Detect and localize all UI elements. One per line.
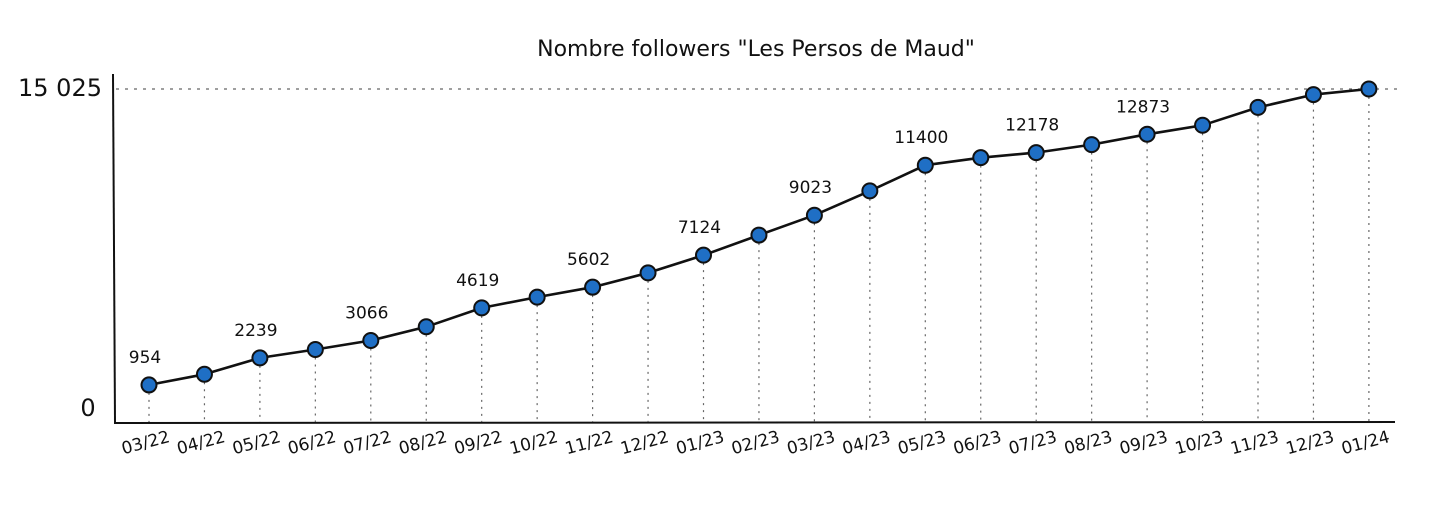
y-tick-max: 15 025 bbox=[18, 74, 102, 102]
data-label-09-23: 12873 bbox=[1116, 97, 1170, 117]
x-tick-11-23: 11/23 bbox=[1228, 427, 1281, 459]
data-point-08-23 bbox=[1083, 136, 1101, 154]
data-point-12-23 bbox=[1304, 86, 1322, 104]
data-point-02-23 bbox=[750, 226, 768, 244]
data-label-05-23: 11400 bbox=[894, 128, 948, 148]
x-tick-02-23: 02/23 bbox=[729, 427, 782, 459]
data-point-06-23 bbox=[972, 149, 990, 167]
data-label-03-22: 954 bbox=[129, 348, 161, 368]
data-point-12-22 bbox=[639, 264, 657, 282]
x-tick-12-23: 12/23 bbox=[1284, 427, 1337, 459]
data-point-10-22 bbox=[528, 288, 546, 306]
y-tick-min: 0 bbox=[80, 394, 95, 422]
data-point-05-23 bbox=[916, 156, 934, 174]
data-point-11-22 bbox=[584, 278, 602, 296]
x-axis bbox=[113, 421, 1396, 424]
data-point-03-22 bbox=[140, 376, 158, 394]
data-point-06-22 bbox=[306, 340, 324, 358]
x-tick-07-23: 07/23 bbox=[1007, 427, 1060, 459]
data-point-07-22 bbox=[362, 332, 380, 350]
data-label-05-22: 2239 bbox=[234, 321, 277, 341]
data-points bbox=[140, 80, 1378, 394]
data-label-03-23: 9023 bbox=[789, 178, 832, 198]
x-tick-09-23: 09/23 bbox=[1118, 427, 1171, 459]
x-tick-03-22: 03/22 bbox=[119, 427, 172, 459]
data-label-09-22: 4619 bbox=[456, 271, 499, 291]
x-tick-04-23: 04/23 bbox=[840, 427, 893, 459]
guide-lines bbox=[116, 88, 1398, 422]
x-tick-10-23: 10/23 bbox=[1173, 427, 1226, 459]
x-tick-06-23: 06/23 bbox=[951, 427, 1004, 459]
x-tick-07-22: 07/22 bbox=[341, 427, 394, 459]
chart-title: Nombre followers "Les Persos de Maud" bbox=[537, 37, 975, 62]
x-tick-10-22: 10/22 bbox=[508, 427, 561, 459]
x-tick-12-22: 12/22 bbox=[619, 427, 672, 459]
data-point-01-24 bbox=[1360, 80, 1378, 98]
data-label-07-23: 12178 bbox=[1005, 116, 1059, 136]
data-point-09-22 bbox=[473, 299, 491, 317]
data-point-04-23 bbox=[861, 182, 879, 200]
data-point-08-22 bbox=[417, 318, 435, 336]
x-tick-05-22: 05/22 bbox=[230, 427, 283, 459]
x-tick-09-22: 09/22 bbox=[452, 427, 505, 459]
data-point-10-23 bbox=[1194, 116, 1212, 134]
x-tick-03-23: 03/23 bbox=[785, 427, 838, 459]
x-tick-08-23: 08/23 bbox=[1062, 427, 1115, 459]
x-tick-labels: 03/22 04/22 05/22 06/22 07/22 08/22 09/22 10/22… bbox=[119, 427, 1391, 459]
data-labels: 954 2239 3066 4619 5602 7124 9023 11400 12178 128… bbox=[129, 97, 1170, 368]
x-tick-06-22: 06/22 bbox=[286, 427, 339, 459]
x-tick-01-23: 01/23 bbox=[674, 427, 727, 459]
x-tick-05-23: 05/23 bbox=[896, 427, 949, 459]
x-tick-08-22: 08/22 bbox=[397, 427, 450, 459]
data-point-04-22 bbox=[195, 365, 213, 383]
x-tick-04-22: 04/22 bbox=[175, 427, 228, 459]
data-label-11-22: 5602 bbox=[567, 250, 610, 270]
data-point-03-23 bbox=[805, 206, 823, 224]
data-point-01-23 bbox=[695, 246, 712, 264]
data-point-09-23 bbox=[1138, 125, 1156, 143]
x-tick-11-22: 11/22 bbox=[563, 427, 616, 459]
data-label-07-22: 3066 bbox=[345, 304, 388, 324]
data-point-05-22 bbox=[251, 349, 269, 367]
x-tick-01-24: 01/24 bbox=[1339, 427, 1392, 459]
data-point-07-23 bbox=[1027, 144, 1045, 162]
data-point-11-23 bbox=[1249, 98, 1267, 116]
data-label-01-23: 7124 bbox=[678, 218, 721, 238]
y-axis bbox=[112, 73, 116, 424]
